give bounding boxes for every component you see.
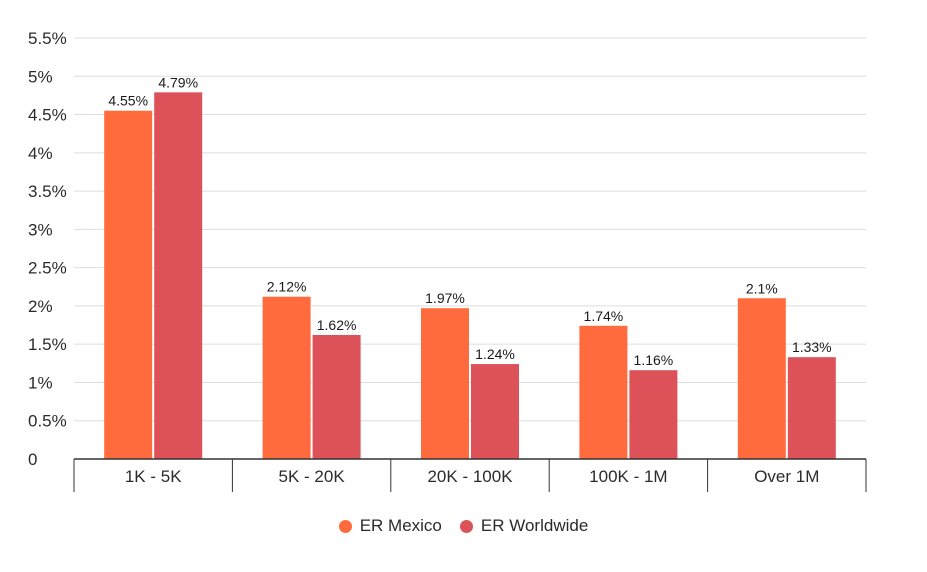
y-tick-label: 0.5% [28,412,67,431]
bar-er-worldwide [154,92,203,459]
x-category-label: Over 1M [754,467,819,486]
bar-er-worldwide [787,357,836,459]
legend-swatch [338,519,352,533]
data-label: 1.16% [634,352,674,368]
data-label: 4.79% [158,74,198,90]
gridlines [74,37,866,422]
legend-item: ER Mexico [338,516,442,536]
bar-er-worldwide [471,364,519,459]
data-label: 2.1% [746,280,778,296]
data-label: 1.97% [425,290,465,306]
data-label: 4.55% [108,93,148,109]
data-label: 1.74% [584,308,624,324]
x-category-label: 1K - 5K [125,467,182,486]
bars [104,92,836,459]
bar-er-mexico [579,325,628,459]
data-label: 1.24% [475,346,515,362]
data-label: 1.33% [792,339,832,355]
bar-er-mexico [104,110,153,459]
bar-er-mexico [421,308,469,459]
bar-er-mexico [262,296,311,459]
y-tick-label: 5% [28,67,53,86]
data-labels: 4.55% 2.12% 1.97% 1.74% 2.1% 4.79% 1.62% 1.24% 1… [108,74,831,368]
legend-item: ER Worldwide [459,516,589,536]
legend: ER Mexico ER Worldwide [0,516,927,536]
y-tick-label: 1.5% [28,335,67,354]
x-category-label: 100K - 1M [589,467,667,486]
bar-er-worldwide [312,334,361,459]
y-tick-label: 2.5% [28,259,67,278]
y-tick-label: 1% [28,373,53,392]
y-tick-label: 2% [28,297,53,316]
y-tick-label: 5.5% [28,29,67,48]
y-tick-label: 0 [28,450,37,469]
y-tick-label: 4% [28,144,53,163]
x-category-label: 5K - 20K [279,467,346,486]
legend-label: ER Mexico [359,516,442,535]
y-axis-ticks: 0 0.5% 1% 1.5% 2% 2.5% 3% 3.5% 4% 4.5% 5% 5.5% [28,29,67,469]
legend-swatch [459,519,473,533]
x-category-label: 20K - 100K [427,467,513,486]
bar-er-worldwide [629,370,678,459]
bar-er-mexico [737,298,786,459]
y-tick-label: 3.5% [28,182,67,201]
data-label: 1.62% [317,317,357,333]
y-tick-label: 4.5% [28,106,67,125]
legend-label: ER Worldwide [480,516,589,535]
x-axis: 1K - 5K 5K - 20K 20K - 100K 100K - 1M Over 1… [73,458,867,492]
y-tick-label: 3% [28,220,53,239]
data-label: 2.12% [267,279,307,295]
